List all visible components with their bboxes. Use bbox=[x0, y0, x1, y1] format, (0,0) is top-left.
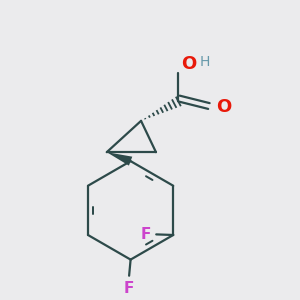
Text: O: O bbox=[181, 55, 196, 73]
Text: H: H bbox=[199, 55, 210, 69]
Text: O: O bbox=[217, 98, 232, 116]
Text: F: F bbox=[124, 281, 134, 296]
Polygon shape bbox=[107, 152, 132, 166]
Text: F: F bbox=[140, 227, 151, 242]
